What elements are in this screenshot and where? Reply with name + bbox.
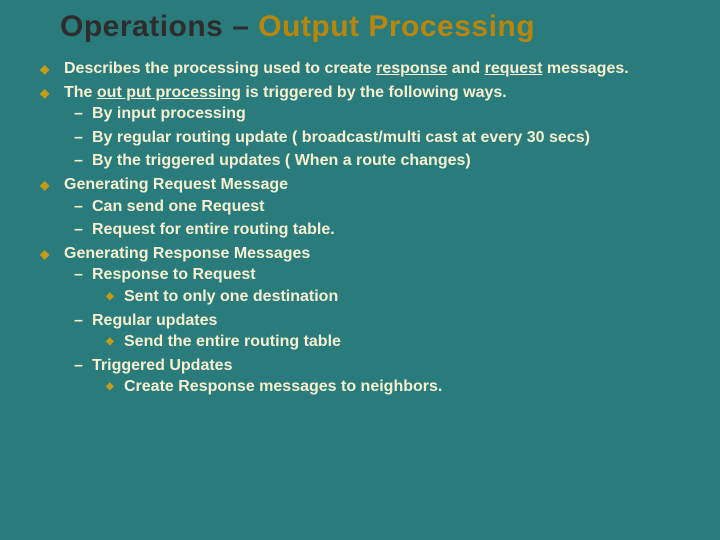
bullet-item: Generating Response Messages Response to … [40, 243, 700, 398]
text-run: Can send one Request [92, 198, 264, 215]
bullet-text: Generating Request Message [64, 176, 288, 193]
bullet-text: Describes the processing used to create … [64, 60, 629, 77]
text-run: messages. [542, 60, 628, 77]
text-run: The [64, 84, 97, 101]
slide: Operations – Output Processing Describes… [0, 0, 720, 540]
bullet-text: Response to Request [92, 266, 256, 283]
bullet-text: By input processing [92, 105, 246, 122]
text-run: Sent to only one destination [124, 288, 338, 305]
bullet-item: Request for entire routing table. [74, 219, 700, 241]
bullet-text: Triggered Updates [92, 357, 232, 374]
text-run: Create Response messages to neighbors. [124, 378, 442, 395]
text-run: Regular updates [92, 312, 217, 329]
bullet-item: Sent to only one destination [106, 286, 700, 308]
bullet-text: Send the entire routing table [124, 333, 341, 350]
text-run: Send the entire routing table [124, 333, 341, 350]
bullet-text: Regular updates [92, 312, 217, 329]
text-run: request [485, 60, 543, 77]
text-run: out put processing [97, 84, 241, 101]
text-run: is triggered by the following ways. [241, 84, 507, 101]
bullet-item: Regular updates Send the entire routing t… [74, 310, 700, 353]
bullet-item: By the triggered updates ( When a route … [74, 150, 700, 172]
bullet-item: Can send one Request [74, 196, 700, 218]
bullet-item: Response to Request Sent to only one dest… [74, 264, 700, 307]
bullet-list-level-3: Sent to only one destination [92, 286, 700, 308]
bullet-text: The out put processing is triggered by t… [64, 84, 507, 101]
bullet-text: Sent to only one destination [124, 288, 338, 305]
bullet-list-level-2: By input processing By regular routing up… [64, 103, 700, 172]
bullet-text: Request for entire routing table. [92, 221, 335, 238]
bullet-list-level-2: Response to Request Sent to only one dest… [64, 264, 700, 398]
text-run: By input processing [92, 105, 246, 122]
bullet-list-level-3: Create Response messages to neighbors. [92, 376, 700, 398]
bullet-item: Triggered Updates Create Response message… [74, 355, 700, 398]
text-run: Generating Response Messages [64, 245, 310, 262]
slide-title: Operations – Output Processing [60, 10, 700, 44]
bullet-item: By regular routing update ( broadcast/mu… [74, 127, 700, 149]
bullet-item: The out put processing is triggered by t… [40, 82, 700, 172]
text-run: Generating Request Message [64, 176, 288, 193]
bullet-item: Generating Request Message Can send one R… [40, 174, 700, 241]
text-run: Triggered Updates [92, 357, 232, 374]
bullet-text: By regular routing update ( broadcast/mu… [92, 129, 590, 146]
bullet-item: By input processing [74, 103, 700, 125]
title-part-1: Operations – [60, 10, 258, 43]
bullet-text: Can send one Request [92, 198, 264, 215]
bullet-item: Send the entire routing table [106, 331, 700, 353]
text-run: and [447, 60, 484, 77]
text-run: By the triggered updates ( When a route … [92, 152, 471, 169]
bullet-list-level-2: Can send one Request Request for entire r… [64, 196, 700, 241]
slide-body: Describes the processing used to create … [30, 58, 700, 398]
bullet-text: By the triggered updates ( When a route … [92, 152, 471, 169]
bullet-text: Generating Response Messages [64, 245, 310, 262]
text-run: By regular routing update ( broadcast/mu… [92, 129, 590, 146]
text-run: Request for entire routing table. [92, 221, 335, 238]
text-run: Describes the processing used to create [64, 60, 376, 77]
bullet-item: Create Response messages to neighbors. [106, 376, 700, 398]
bullet-item: Describes the processing used to create … [40, 58, 700, 80]
bullet-list: Describes the processing used to create … [30, 58, 700, 398]
bullet-text: Create Response messages to neighbors. [124, 378, 442, 395]
title-part-2: Output Processing [258, 10, 535, 43]
text-run: Response to Request [92, 266, 256, 283]
bullet-list-level-3: Send the entire routing table [92, 331, 700, 353]
text-run: response [376, 60, 447, 77]
